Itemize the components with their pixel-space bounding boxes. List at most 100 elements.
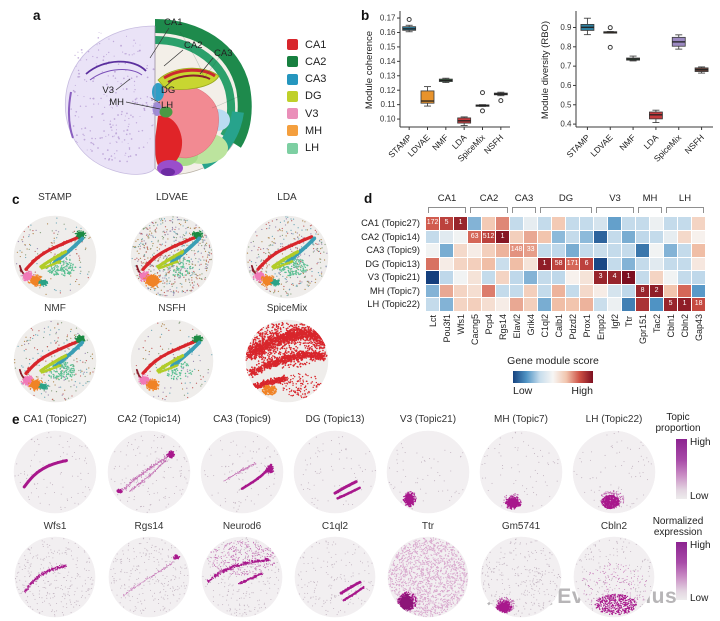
heatmap-cell [678, 230, 692, 244]
heatmap-cell [608, 244, 622, 257]
topic-map-label: V3 (Topic21) [399, 414, 457, 425]
legend-label: CA2 [305, 55, 327, 68]
brain-label-lh: LH [161, 100, 173, 111]
svg-text:0.11: 0.11 [381, 100, 397, 109]
heatmap-cell [692, 217, 706, 230]
topic-proportion-title: Topic proportion [638, 412, 718, 434]
heatmap-cell [650, 298, 664, 311]
heatmap-cell [482, 271, 496, 284]
heatmap-cell: 63 [468, 230, 482, 244]
gene-module-score-title: Gene module score [507, 355, 599, 367]
heatmap-group-label: LH [678, 193, 692, 204]
x-tick-label: NMF [617, 132, 637, 152]
expression-low-label: Low [690, 593, 709, 604]
spatial-plot-spicemix [245, 319, 329, 403]
heatmap-cell [538, 230, 552, 244]
brain-label-v3: V3 [102, 85, 114, 96]
legend-label: MH [305, 124, 323, 137]
heatmap-cell [566, 271, 580, 284]
heatmap-cell [692, 244, 706, 257]
svg-text:0.15: 0.15 [380, 43, 396, 52]
heatmap-gene-label: Cbln1 [665, 314, 676, 338]
heatmap-group-label: V3 [609, 193, 621, 204]
legend-item: CA2 [287, 55, 327, 68]
heatmap-cell: 6 [580, 257, 594, 271]
heatmap-cell [468, 244, 482, 257]
heatmap-cell: 172 [426, 217, 440, 230]
brain-label-ca2: CA2 [184, 40, 202, 51]
heatmap-cell [454, 257, 468, 271]
heatmap-cell: 3 [594, 271, 608, 284]
topic-map-7 [572, 430, 656, 514]
heatmap-cell: 1 [622, 271, 636, 284]
heatmap-cell [636, 230, 650, 244]
legend-item: LH [287, 142, 326, 154]
heatmap-group-label: CA2 [479, 193, 499, 204]
spatial-plot-nsfh [130, 319, 214, 403]
topic-map-label: CA3 (Topic9) [213, 414, 271, 425]
normalized-expression-title: Normalized expression [638, 516, 718, 538]
spatial-plot-nmf [13, 319, 97, 403]
topic-map-label: LH (Topic22) [585, 414, 643, 425]
heatmap-cell [622, 230, 636, 244]
heatmap-cell [454, 284, 468, 298]
heatmap-cell [496, 298, 510, 311]
heatmap-cell [580, 217, 594, 230]
spatial-plot-stamp [13, 215, 97, 299]
heatmap-cell [678, 257, 692, 271]
gene-map-neurod6 [201, 536, 283, 618]
colorbar-high-label: High [571, 385, 593, 397]
legend-item: V3 [287, 108, 326, 120]
heatmap-cell [566, 298, 580, 311]
heatmap-cell [692, 284, 706, 298]
heatmap-cell [664, 271, 678, 284]
heatmap-cell [622, 284, 636, 298]
heatmap-gene-label: Tac2 [651, 314, 662, 334]
heatmap-cell [608, 298, 622, 311]
heatmap-row-label: CA1 (Topic27) [361, 218, 420, 228]
gene-map-label: Ttr [421, 521, 435, 532]
spatial-plot-lda [245, 215, 329, 299]
y-axis-label: Module coherence [364, 31, 375, 109]
brain-label-dg: DG [161, 85, 175, 96]
topic-low-label: Low [690, 491, 709, 502]
heatmap-cell [510, 217, 524, 230]
heatmap-cell: 8 [636, 284, 650, 298]
outlier-point [498, 98, 504, 104]
heatmap-cell [482, 284, 496, 298]
heatmap-cell: 512 [482, 230, 496, 244]
heatmap-cell [468, 217, 482, 230]
heatmap-cell [608, 230, 622, 244]
heatmap-cell: 1 [454, 217, 468, 230]
heatmap-cell [664, 244, 678, 257]
box-ldvae [420, 90, 435, 104]
gene-map-rgs14 [108, 536, 190, 618]
topic-map-label: CA2 (Topic14) [117, 414, 181, 425]
brain-label-ca3: CA3 [214, 48, 232, 59]
heatmap-cell: 2 [650, 284, 664, 298]
heatmap-cell [496, 271, 510, 284]
heatmap-cell [510, 271, 524, 284]
svg-text:0.6: 0.6 [560, 81, 572, 90]
heatmap-cell [552, 284, 566, 298]
heatmap-cell [496, 244, 510, 257]
heatmap-cell [622, 244, 636, 257]
heatmap-cell [426, 257, 440, 271]
method-label-spicemix: SpiceMix [266, 303, 308, 314]
heatmap-gene-label: Lct [427, 314, 438, 327]
heatmap-cell [608, 284, 622, 298]
method-label-lda: LDA [277, 192, 297, 203]
heatmap-gene-label: Gap43 [693, 314, 704, 342]
heatmap-cell [594, 257, 608, 271]
heatmap-cell [678, 244, 692, 257]
gene-map-label: Gm5741 [501, 521, 541, 532]
panel-b-label: b [361, 8, 370, 23]
heatmap-cell [440, 230, 454, 244]
heatmap-group-bracket [540, 207, 592, 213]
heatmap-cell [678, 284, 692, 298]
heatmap-gene-label: Cbln2 [679, 314, 690, 338]
heatmap-row-labels: CA1 (Topic27) CA2 (Topic14) CA3 (Topic9) DG… [348, 217, 424, 312]
heatmap-cell [636, 298, 650, 311]
